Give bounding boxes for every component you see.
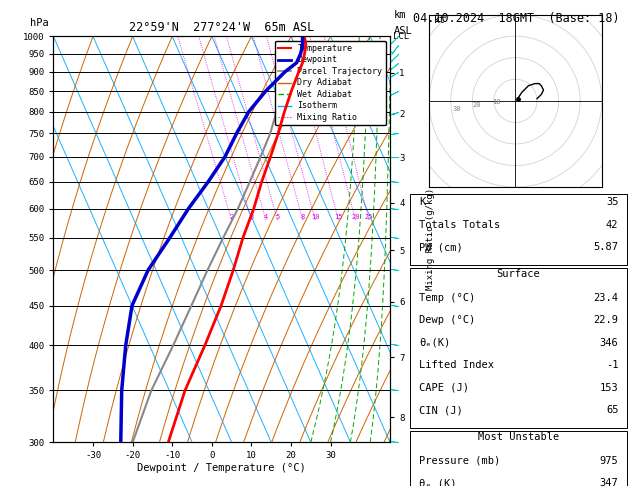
Bar xyxy=(410,431,627,486)
Text: Dewp (°C): Dewp (°C) xyxy=(419,315,475,326)
Text: Pressure (mb): Pressure (mb) xyxy=(419,456,500,466)
Text: 23.4: 23.4 xyxy=(593,293,618,303)
Text: 975: 975 xyxy=(599,456,618,466)
Text: 346: 346 xyxy=(599,338,618,348)
Text: 5: 5 xyxy=(276,214,279,220)
Text: Lifted Index: Lifted Index xyxy=(419,360,494,370)
Text: 20: 20 xyxy=(472,103,481,108)
Text: ASL: ASL xyxy=(393,26,412,36)
Text: 347: 347 xyxy=(599,478,618,486)
Text: Totals Totals: Totals Totals xyxy=(419,220,500,230)
Title: 22°59'N  277°24'W  65m ASL: 22°59'N 277°24'W 65m ASL xyxy=(129,21,314,34)
Text: 65: 65 xyxy=(606,405,618,415)
Legend: Temperature, Dewpoint, Parcel Trajectory, Dry Adiabat, Wet Adiabat, Isotherm, Mi: Temperature, Dewpoint, Parcel Trajectory… xyxy=(275,41,386,125)
Text: CIN (J): CIN (J) xyxy=(419,405,462,415)
Text: 22.9: 22.9 xyxy=(593,315,618,326)
Text: θₑ(K): θₑ(K) xyxy=(419,338,450,348)
Text: 10: 10 xyxy=(492,99,500,105)
Text: 25: 25 xyxy=(365,214,373,220)
Text: PW (cm): PW (cm) xyxy=(419,242,462,252)
Text: kt: kt xyxy=(433,15,445,25)
Text: CAPE (J): CAPE (J) xyxy=(419,383,469,393)
Text: LCL: LCL xyxy=(393,32,409,41)
Text: 8: 8 xyxy=(301,214,305,220)
Text: 04.10.2024  18GMT  (Base: 18): 04.10.2024 18GMT (Base: 18) xyxy=(413,12,620,25)
Text: hPa: hPa xyxy=(30,18,48,28)
Text: 2: 2 xyxy=(230,214,234,220)
Text: K: K xyxy=(419,197,425,208)
X-axis label: Dewpoint / Temperature (°C): Dewpoint / Temperature (°C) xyxy=(137,463,306,473)
Text: 153: 153 xyxy=(599,383,618,393)
Text: Surface: Surface xyxy=(497,269,540,279)
Text: -1: -1 xyxy=(606,360,618,370)
Bar xyxy=(410,194,627,265)
Text: 5.87: 5.87 xyxy=(593,242,618,252)
Text: Mixing Ratio (g/kg): Mixing Ratio (g/kg) xyxy=(426,188,435,291)
Text: km: km xyxy=(393,10,406,20)
Text: Temp (°C): Temp (°C) xyxy=(419,293,475,303)
Text: Most Unstable: Most Unstable xyxy=(478,432,559,442)
Text: 42: 42 xyxy=(606,220,618,230)
Text: 15: 15 xyxy=(334,214,343,220)
Text: 30: 30 xyxy=(453,105,462,112)
Text: θₑ (K): θₑ (K) xyxy=(419,478,456,486)
Text: 10: 10 xyxy=(311,214,320,220)
Text: 4: 4 xyxy=(264,214,268,220)
Text: 35: 35 xyxy=(606,197,618,208)
Text: 3: 3 xyxy=(249,214,253,220)
Text: 20: 20 xyxy=(351,214,360,220)
Bar xyxy=(410,268,627,428)
